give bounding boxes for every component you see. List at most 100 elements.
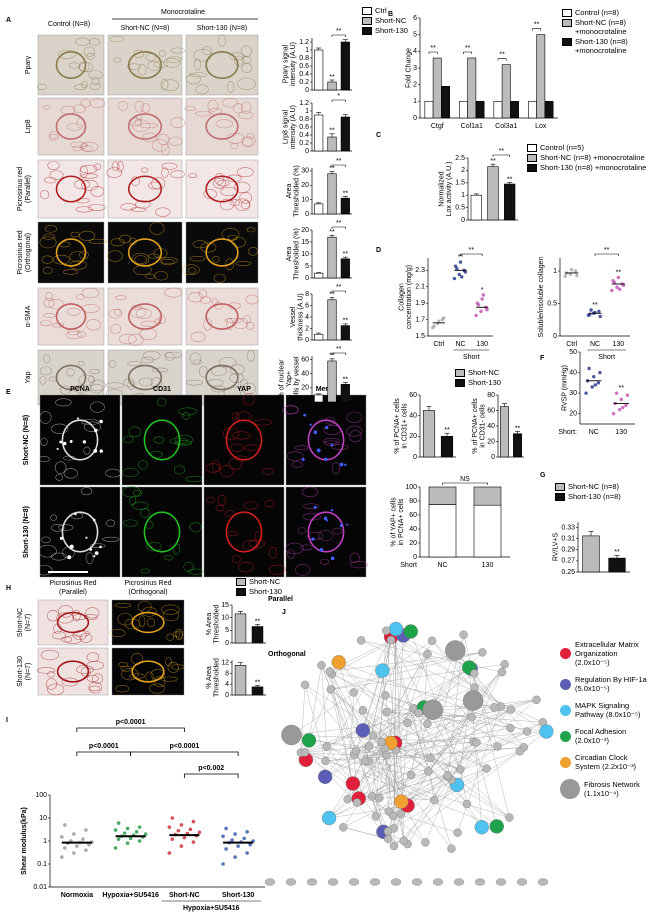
significance: ** [343,190,349,197]
data-point [596,381,601,385]
tissue [233,317,249,330]
tissue [246,227,256,233]
group-label: Short [400,562,417,569]
cell [56,447,59,450]
tissue [170,47,185,54]
legend-swatch [236,578,246,586]
vessel [205,175,239,203]
bar [327,136,337,152]
data-point [233,832,237,836]
data-point [479,309,483,314]
column-header: Control (N=8) [48,21,90,28]
micrograph [37,34,105,96]
network-node [472,738,481,747]
y-tick-label: 20 [569,411,577,418]
tissue [300,544,313,551]
tissue [154,270,168,281]
y-tick-label: 1 [413,98,417,105]
y-tick-label: 5 [305,263,309,270]
y-tick-label: 40 [409,526,417,533]
network-node [396,809,406,819]
y-tick-label: 40 [569,369,577,376]
data-point [176,828,181,833]
tissue [40,437,48,447]
tissue [161,162,178,170]
bar [314,203,324,215]
cell [99,545,102,549]
y-tick-label: 10 [301,196,309,203]
data-point [455,266,459,271]
network-node [470,683,479,692]
column-header: Short-NC (N=8) [121,25,170,32]
y-tick-label: 15 [221,602,229,609]
tissue [221,98,239,108]
vessel [61,419,99,461]
bar [327,299,337,341]
y-axis-label: RVSP (mmHg) [562,365,569,411]
bracket [331,164,346,167]
tissue [140,568,150,574]
data-point [245,851,249,855]
cell [92,518,96,522]
data-point [230,838,234,842]
network-node [375,793,384,803]
tissue [43,313,56,318]
cell [82,440,87,444]
network-node [432,878,444,886]
y-tick-label: 4 [413,48,417,55]
data-point [584,391,588,395]
vessel [225,419,263,461]
network-edge [425,779,452,843]
y-tick-label: 100 [35,792,47,799]
tissue [138,63,147,76]
bracket-label: NS [460,476,470,483]
y-axis-label: Yap+ [286,371,293,387]
network-node [456,765,465,774]
network-edge [386,711,547,732]
tissue [146,617,155,628]
tissue [69,260,87,270]
bar-segment [473,486,502,506]
tissue [80,143,88,149]
group-label: Short [463,354,480,361]
tissue [80,173,98,179]
data-point [611,412,616,416]
bar [340,384,350,403]
tissue [92,673,104,684]
tissue [303,503,319,510]
data-point [87,842,91,847]
tissue [109,360,117,369]
micrograph [107,34,183,96]
x-tick-label: Normoxia [61,892,93,899]
tissue [43,354,51,364]
network-node [490,703,499,712]
data-point [573,269,578,273]
tissue [242,315,251,324]
tissue [129,495,137,506]
y-tick-label: 30 [569,390,577,397]
legend-item: Short-130 (n=8) [555,492,650,501]
network-edge [330,689,429,772]
tissue [90,185,105,197]
tissue [142,132,157,143]
network-node [382,707,391,717]
vessel [127,364,163,391]
network-edge [325,636,392,762]
tissue [189,352,202,365]
bar [340,116,350,152]
row-label: (Parallel) [25,175,32,203]
network-node [430,795,439,805]
column-header: PCNA [70,386,90,393]
y-tick-label: 5 [225,627,229,634]
network-node [453,878,465,886]
network-node [453,828,462,837]
row-label: (N=7) [25,614,32,632]
network-node [352,798,362,807]
network-edge [358,653,428,799]
x-tick-label: Hypoxia+SU5416 [102,892,159,899]
tissue [243,501,258,510]
network-edge [325,760,426,843]
network-edge [357,751,520,803]
legend-label: Fibrosis Network (1.1x10⁻⁴) [584,780,640,798]
legend-label: Focal Adhesion (2.0x10⁻³) [575,727,627,745]
